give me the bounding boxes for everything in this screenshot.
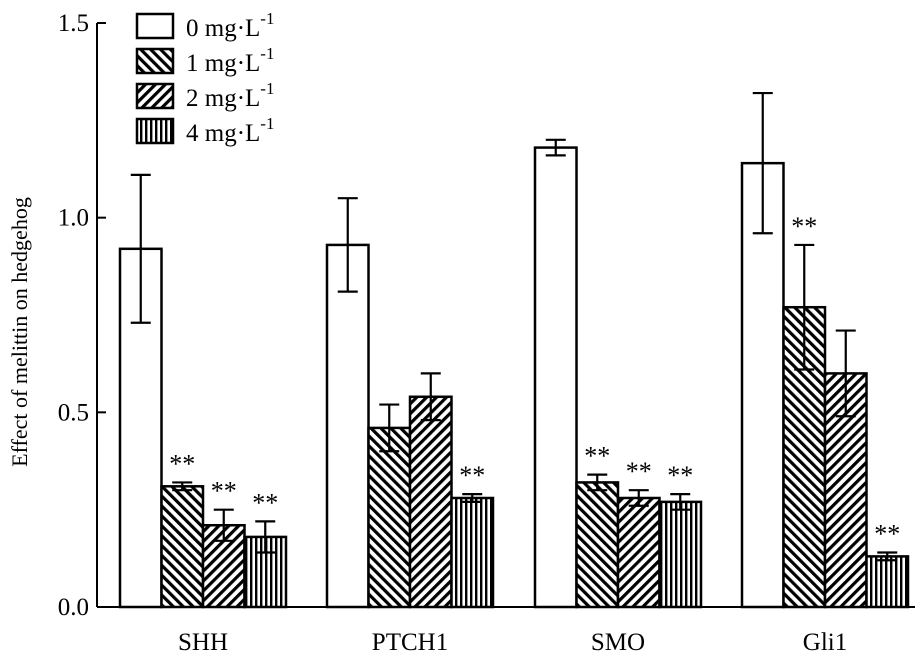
significance-label: ** bbox=[874, 519, 900, 548]
legend: 0 mg·L-11 mg·L-12 mg·L-14 mg·L-1 bbox=[135, 9, 274, 147]
significance-label: ** bbox=[626, 457, 652, 486]
significance-label: ** bbox=[459, 461, 485, 490]
x-tick-label: Gli1 bbox=[803, 629, 847, 656]
y-tick-label: 1.5 bbox=[58, 10, 89, 37]
x-axis: SHH PTCH1 SMO Gli1 bbox=[97, 606, 915, 656]
y-axis: 0.0 0.5 1.0 1.5 bbox=[58, 10, 106, 621]
bars: ** ** ** ** ** ** ** ** ** bbox=[118, 91, 910, 609]
legend-swatch bbox=[135, 47, 175, 75]
legend-label: 4 mg·L-1 bbox=[186, 114, 274, 147]
legend-swatch bbox=[135, 82, 175, 110]
bar bbox=[865, 555, 910, 609]
bar bbox=[243, 535, 288, 609]
legend-label: 1 mg·L-1 bbox=[186, 44, 274, 77]
x-tick-label: SMO bbox=[591, 629, 645, 656]
legend-label: 0 mg·L-1 bbox=[186, 9, 274, 42]
significance-label: ** bbox=[791, 212, 817, 241]
bar bbox=[160, 485, 205, 609]
bar bbox=[325, 243, 370, 609]
y-tick-label: 1.0 bbox=[58, 205, 89, 232]
y-tick-label: 0.0 bbox=[58, 594, 89, 621]
bar bbox=[533, 146, 578, 609]
significance-label: ** bbox=[667, 461, 693, 490]
significance-label: ** bbox=[584, 442, 610, 471]
x-tick-label: PTCH1 bbox=[372, 629, 448, 656]
bar bbox=[616, 496, 661, 609]
significance-label: ** bbox=[169, 449, 195, 478]
significance-label: ** bbox=[252, 488, 278, 517]
bar bbox=[575, 481, 620, 609]
legend-swatch bbox=[135, 12, 175, 40]
y-tick-label: 0.5 bbox=[58, 399, 89, 426]
bar bbox=[367, 426, 412, 609]
bar bbox=[658, 500, 703, 609]
legend-label: 2 mg·L-1 bbox=[186, 79, 274, 112]
x-tick-label: SHH bbox=[178, 629, 228, 656]
bar bbox=[408, 395, 453, 609]
legend-swatch bbox=[135, 117, 175, 145]
y-axis-label: Effect of melittin on hedgehog bbox=[7, 197, 32, 467]
bar bbox=[450, 496, 495, 609]
significance-label: ** bbox=[211, 477, 237, 506]
